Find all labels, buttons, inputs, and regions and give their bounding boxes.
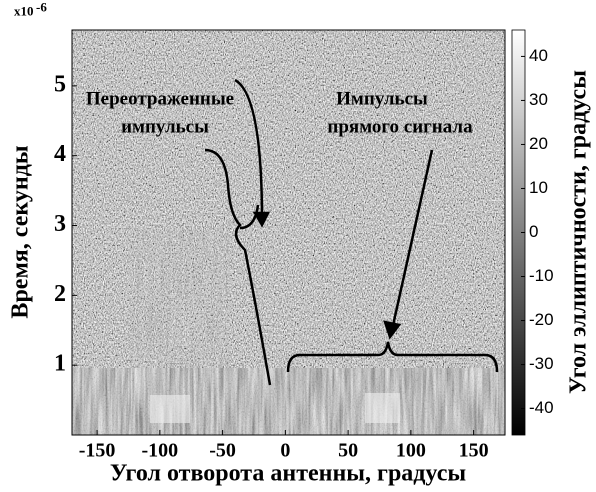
heatmap-texture (365, 393, 400, 423)
y-offset-exponent: -6 (36, 0, 47, 15)
y-axis-label: Время, секунды (8, 145, 34, 318)
y-offset-base: x10 (14, 4, 34, 19)
heatmap-texture (130, 230, 230, 370)
colorbar-tick-label: 0 (529, 222, 538, 241)
y-tick-label: 1 (54, 351, 66, 377)
y-tick-label: 3 (54, 211, 66, 237)
colorbar-tick-label: -40 (529, 398, 554, 417)
annotation: Импульсы (336, 88, 428, 109)
colorbar-tick-label: -20 (529, 310, 554, 329)
annotation: импульсы (121, 116, 209, 137)
y-tick-label: 2 (54, 281, 66, 307)
colorbar-tick-label: 10 (529, 178, 548, 197)
colorbar-tick-label: 40 (529, 46, 548, 65)
x-tick-label: 150 (459, 440, 489, 462)
annotation: Переотраженные (86, 88, 234, 109)
y-tick-label: 4 (54, 141, 66, 167)
heatmap-texture (72, 368, 505, 435)
x-tick-label: -50 (209, 440, 236, 462)
colorbar-tick-label: 30 (529, 90, 548, 109)
heatmap-texture (150, 395, 190, 423)
annotation: прямого сигнала (327, 116, 473, 137)
colorbar-tick-label: -10 (529, 266, 554, 285)
x-tick-label: 0 (280, 440, 290, 462)
y-tick-label: 5 (54, 71, 66, 97)
colorbar-tick-label: 20 (529, 134, 548, 153)
x-tick-label: 100 (396, 440, 426, 462)
colorbar-label: Угол эллиптичности, градусы (566, 70, 592, 394)
x-axis-label: Угол отворота антенны, градусы (110, 461, 466, 487)
colorbar-tick-label: -30 (529, 354, 554, 373)
x-tick-label: -150 (79, 440, 116, 462)
x-tick-label: -100 (142, 440, 179, 462)
chart: x10 -6 Угол отворота антенны, градусы Вр… (0, 0, 596, 492)
x-tick-label: 50 (338, 440, 358, 462)
